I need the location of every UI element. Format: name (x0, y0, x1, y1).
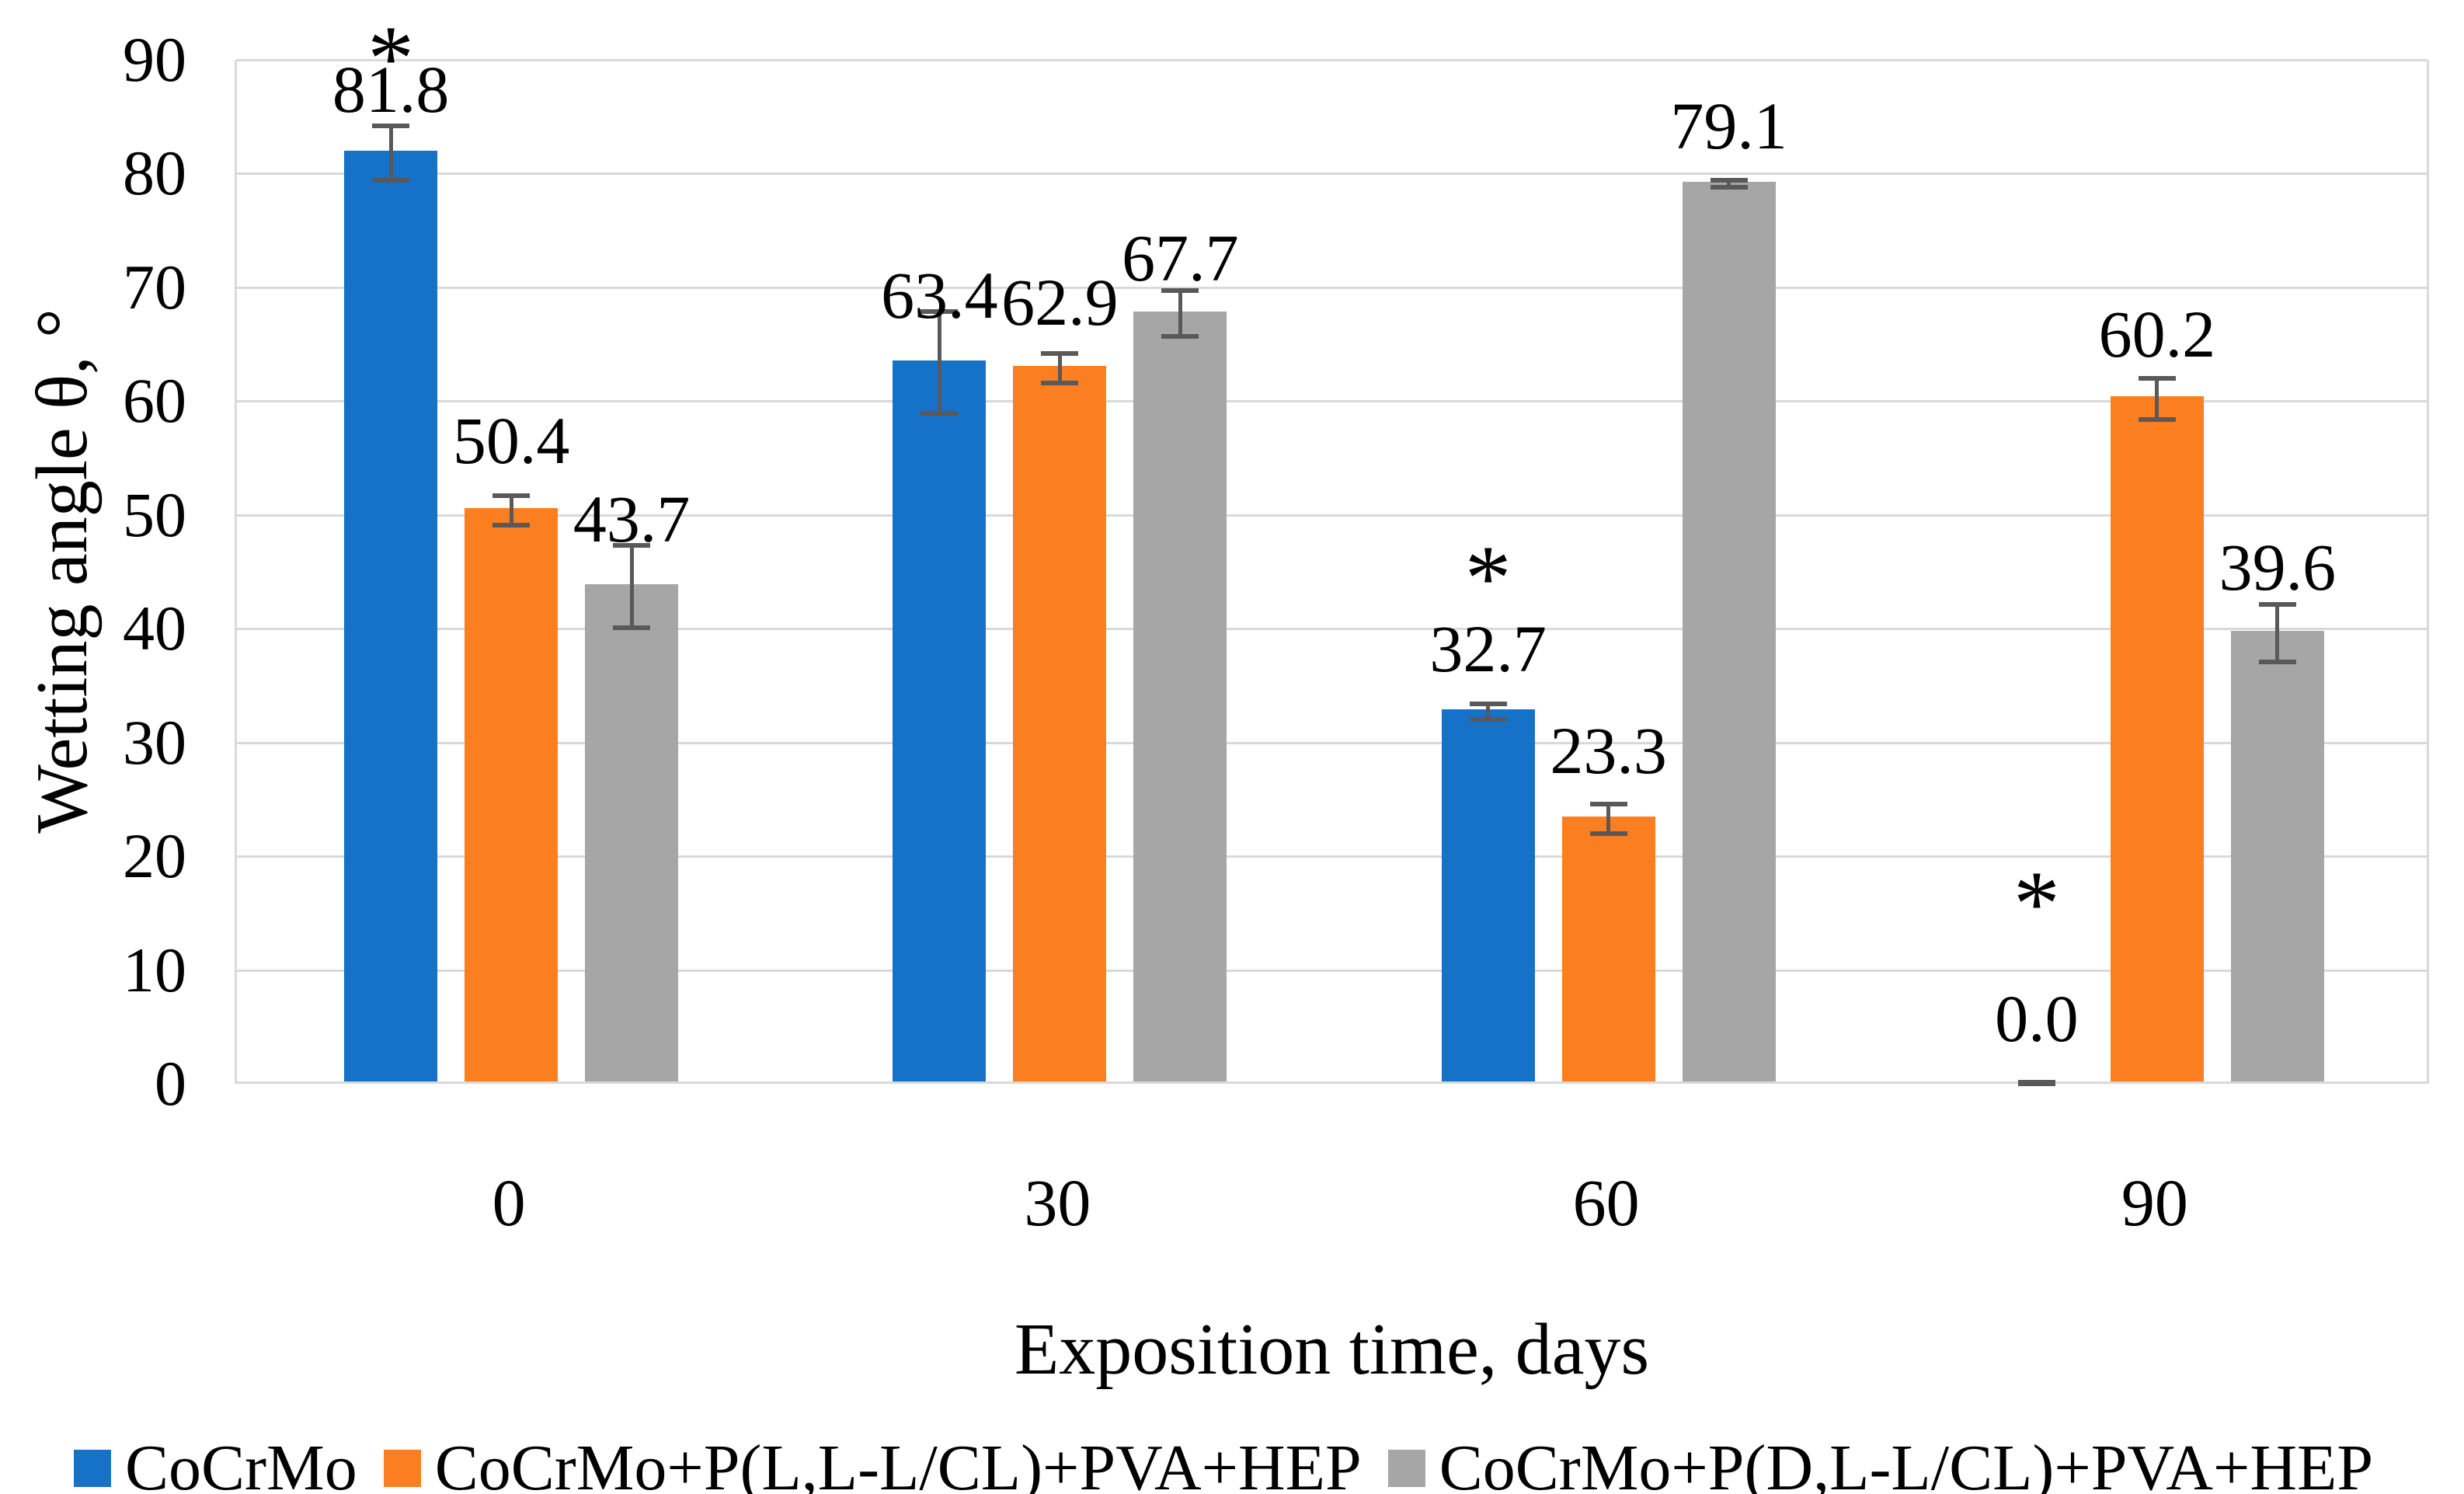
y-tick-label: 10 (123, 934, 186, 1005)
error-bar-cap (1041, 380, 1079, 385)
y-tick-label: 50 (123, 479, 186, 550)
bar-CoCrMo+P(L,L-L/CL)+PVA+HEP-day60 (1561, 816, 1655, 1081)
legend-label: CoCrMo (125, 1432, 357, 1494)
legend: CoCrMo CoCrMo+P(L,L-L/CL)+PVA+HEP CoCrMo+P… (74, 1436, 2373, 1494)
y-tick-label: 30 (123, 706, 186, 778)
gridline (237, 400, 2427, 403)
x-tick-label: 90 (2121, 1165, 2188, 1240)
gridline (237, 628, 2427, 631)
significance-star: * (1464, 526, 1512, 630)
error-bar (2275, 604, 2280, 663)
error-bar-cap (1589, 831, 1627, 836)
x-tick-label: 30 (1024, 1165, 1091, 1240)
error-bar-cap (492, 522, 531, 528)
plot-area: 81.8 * 63.4 32.7 * 0.0 * 50.4 62.9 23.3 60.2 43.7 67… (235, 12, 2429, 1086)
gridline (237, 172, 2427, 176)
legend-swatch (383, 1450, 421, 1487)
legend-item: CoCrMo (74, 1436, 357, 1494)
error-bar (509, 495, 513, 525)
error-bar-cap (1710, 178, 1748, 183)
error-bar (1178, 291, 1182, 336)
y-tick-label: 20 (123, 820, 186, 892)
error-bar-cap (1161, 333, 1199, 339)
legend-item: CoCrMo+P(D,L-L/CL)+PVA+HEP (1387, 1432, 2374, 1494)
data-label: 50.4 (452, 403, 570, 479)
bar-CoCrMo+P(D,L-L/CL)+PVA+HEP-day0 (585, 584, 679, 1081)
gridline (237, 286, 2427, 289)
bar-CoCrMo+P(D,L-L/CL)+PVA+HEP-day90 (2230, 631, 2324, 1081)
bar-CoCrMo-day60 (1441, 709, 1535, 1081)
error-bar (1486, 703, 1491, 720)
data-label: 0.0 (1995, 981, 2079, 1057)
data-label: 62.9 (1001, 264, 1119, 340)
x-axis-title: Exposition time, days (1014, 1309, 1650, 1390)
error-bar (629, 545, 634, 628)
y-tick-label: 40 (123, 593, 186, 664)
data-label: 39.6 (2219, 529, 2337, 604)
legend-item: CoCrMo+P(L,L-L/CL)+PVA+HEP (383, 1432, 1362, 1494)
x-tick-label: 60 (1572, 1165, 1640, 1240)
y-tick-label: 90 (123, 24, 186, 95)
error-bar-cap (921, 308, 959, 314)
error-bar-cap (2017, 1081, 2055, 1086)
data-label: 79.1 (1670, 88, 1787, 163)
error-bar (1057, 353, 1062, 383)
error-bar (388, 125, 393, 181)
error-bar-cap (1469, 701, 1507, 706)
legend-label: CoCrMo+P(L,L-L/CL)+PVA+HEP (434, 1432, 1362, 1494)
error-bar-cap (613, 625, 651, 630)
error-bar-cap (1469, 717, 1507, 723)
bar-CoCrMo+P(L,L-L/CL)+PVA+HEP-day0 (465, 507, 559, 1081)
error-bar-cap (921, 411, 959, 416)
bar-CoCrMo-day30 (893, 360, 987, 1081)
error-bar (1606, 803, 1611, 834)
significance-star: * (367, 6, 415, 110)
data-label: 63.4 (881, 257, 998, 333)
y-tick-label: 70 (123, 251, 186, 322)
bar-CoCrMo-day0 (344, 151, 438, 1081)
bar-CoCrMo+P(L,L-L/CL)+PVA+HEP-day30 (1013, 365, 1107, 1081)
gridline (237, 59, 2427, 61)
bar-CoCrMo+P(D,L-L/CL)+PVA+HEP-day60 (1682, 181, 1776, 1081)
legend-swatch (1387, 1450, 1425, 1487)
legend-label: CoCrMo+P(D,L-L/CL)+PVA+HEP (1439, 1432, 2374, 1494)
data-label: 23.3 (1550, 712, 1667, 788)
data-label: 60.2 (2098, 296, 2216, 371)
error-bar-cap (2138, 376, 2176, 381)
bar-CoCrMo+P(L,L-L/CL)+PVA+HEP-day90 (2110, 396, 2204, 1081)
error-bar-cap (372, 123, 410, 128)
data-label: 67.7 (1122, 220, 1239, 295)
error-bar-cap (2258, 660, 2296, 665)
x-tick-label: 0 (492, 1165, 526, 1240)
legend-swatch (74, 1450, 111, 1487)
error-bar-cap (1041, 350, 1079, 356)
error-bar-cap (613, 543, 651, 548)
error-bar-cap (1710, 185, 1748, 190)
gridline (237, 855, 2427, 858)
y-tick-label: 60 (123, 365, 186, 437)
data-label: 81.8 (332, 51, 450, 127)
significance-star: * (2013, 851, 2060, 956)
error-bar-cap (372, 178, 410, 183)
error-bar-cap (1161, 288, 1199, 294)
error-bar (1727, 180, 1731, 187)
gridline (237, 741, 2427, 744)
data-label: 43.7 (572, 482, 691, 557)
error-bar (937, 311, 941, 414)
error-bar-cap (2258, 601, 2296, 607)
gridline (237, 514, 2427, 517)
error-bar-cap (1589, 801, 1627, 806)
error-bar-cap (2138, 416, 2176, 422)
gridline (237, 969, 2427, 972)
error-bar-cap (492, 493, 531, 498)
error-bar (2155, 378, 2159, 420)
y-tick-label: 0 (155, 1048, 186, 1119)
y-tick-label: 80 (123, 138, 186, 209)
data-label: 32.7 (1429, 611, 1547, 687)
bar-CoCrMo+P(D,L-L/CL)+PVA+HEP-day30 (1133, 311, 1227, 1081)
